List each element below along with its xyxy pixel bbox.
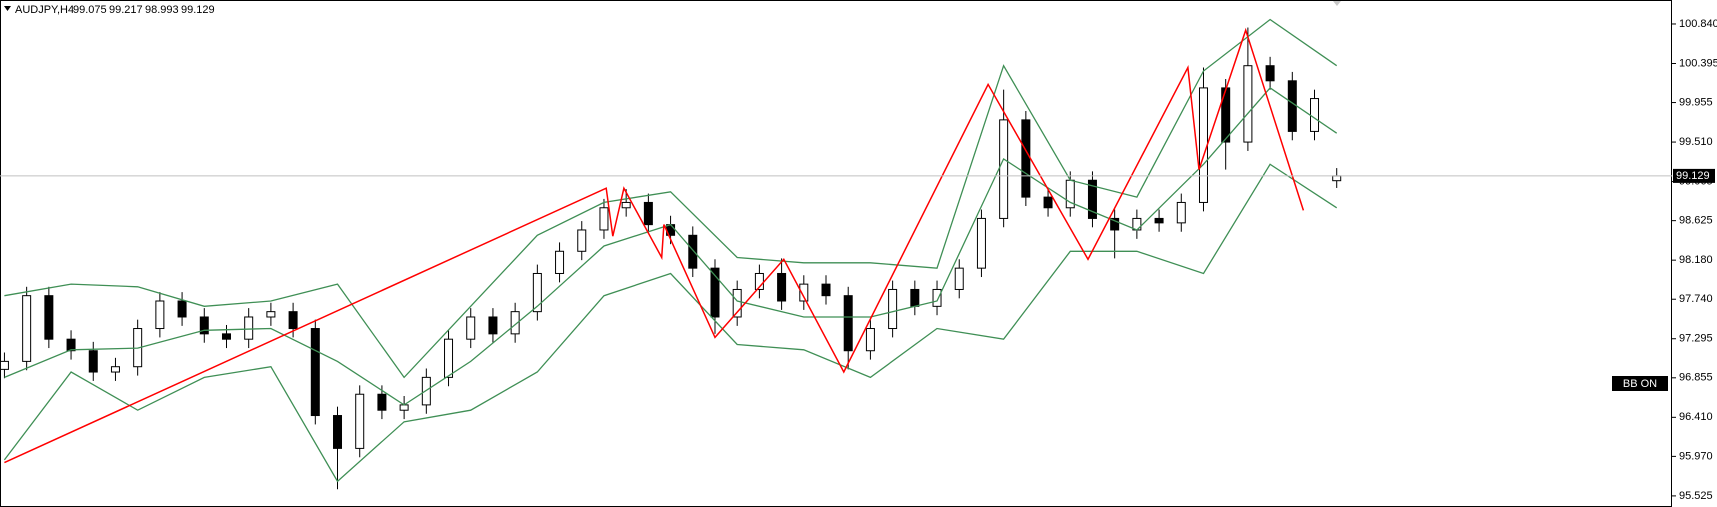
y-tick-label: 99.955 xyxy=(1679,96,1713,108)
candle-body xyxy=(1287,80,1297,132)
candle-body xyxy=(355,393,365,449)
candle-body xyxy=(288,311,298,330)
candle-body xyxy=(599,207,609,231)
bollinger-lower xyxy=(3,163,1338,483)
indicator-badge xyxy=(1612,376,1668,391)
candle-body xyxy=(843,295,853,352)
candle-body xyxy=(44,295,54,340)
candle-body xyxy=(865,328,875,352)
candle-body xyxy=(377,393,387,411)
candle-body xyxy=(954,267,964,290)
last-price-badge xyxy=(1673,168,1715,183)
y-tick-label: 96.410 xyxy=(1679,411,1713,423)
candle-body xyxy=(910,288,920,307)
y-tick-label: 100.840 xyxy=(1679,18,1717,30)
candle-body xyxy=(1021,119,1031,198)
y-tick-label: 100.395 xyxy=(1679,57,1717,69)
candle-body xyxy=(821,283,831,297)
zigzag xyxy=(4,27,1305,464)
candle-body xyxy=(333,415,343,449)
candle-body xyxy=(1087,179,1097,219)
y-tick-label: 97.740 xyxy=(1679,293,1713,305)
candle-body xyxy=(155,300,165,330)
shift-marker xyxy=(1333,1,1341,6)
candle-body xyxy=(1265,65,1275,82)
candle-body xyxy=(555,250,565,274)
candle-body xyxy=(22,295,32,362)
header-high: 99.217 xyxy=(109,4,143,16)
candle-body xyxy=(199,316,209,335)
candle-body xyxy=(1176,201,1186,224)
candle-body xyxy=(1043,196,1053,209)
candle-body xyxy=(621,201,631,209)
candle-body xyxy=(88,350,98,373)
candle-body xyxy=(244,316,254,340)
candle-body xyxy=(710,267,720,318)
candle-body xyxy=(799,283,809,302)
bollinger-middle xyxy=(4,87,1338,406)
candle-body xyxy=(1110,217,1120,231)
candle-body xyxy=(1198,87,1208,203)
y-tick-label: 99.510 xyxy=(1679,136,1713,148)
candle-body xyxy=(488,316,498,335)
candle-body xyxy=(688,234,698,269)
candle-body xyxy=(1332,175,1342,182)
candle-body xyxy=(510,311,520,335)
candle-body xyxy=(732,288,742,318)
candle-body xyxy=(532,272,542,313)
candle-body xyxy=(110,366,120,373)
candle-body xyxy=(399,404,409,411)
candle-body xyxy=(177,300,187,318)
candle-body xyxy=(66,338,76,352)
header-open: 99.075 xyxy=(73,4,107,16)
y-tick-label: 96.855 xyxy=(1679,372,1713,384)
candle-body xyxy=(999,119,1009,219)
bollinger-upper xyxy=(4,18,1338,379)
plot-frame xyxy=(0,0,1672,507)
y-tick-label: 97.295 xyxy=(1679,333,1713,345)
candle-body xyxy=(221,333,231,340)
candle-body xyxy=(1310,98,1320,132)
candle-body xyxy=(266,311,276,318)
candle-body xyxy=(932,288,942,307)
candle-body xyxy=(976,217,986,269)
y-tick-label: 98.180 xyxy=(1679,254,1713,266)
header-close: 99.129 xyxy=(181,4,215,16)
candle-body xyxy=(444,338,454,378)
y-tick-label: 95.970 xyxy=(1679,450,1713,462)
candle-body xyxy=(577,229,587,252)
y-tick-label: 95.525 xyxy=(1679,490,1713,502)
candles xyxy=(0,27,1342,490)
candle-body xyxy=(310,328,320,417)
indicator-label: BB ON xyxy=(1623,378,1657,390)
header-low: 98.993 xyxy=(145,4,179,16)
candle-body xyxy=(1243,65,1253,143)
candle-body xyxy=(888,288,898,330)
symbol-title: AUDJPY,H4 xyxy=(15,4,74,16)
last-price-label: 99.129 xyxy=(1676,170,1710,182)
candle-body xyxy=(643,201,653,226)
candle-body xyxy=(1154,217,1164,224)
candle-body xyxy=(777,272,787,302)
y-tick-label: 98.625 xyxy=(1679,215,1713,227)
menu-triangle[interactable] xyxy=(4,6,11,11)
candle-body xyxy=(466,316,476,340)
candle-body xyxy=(0,360,9,370)
